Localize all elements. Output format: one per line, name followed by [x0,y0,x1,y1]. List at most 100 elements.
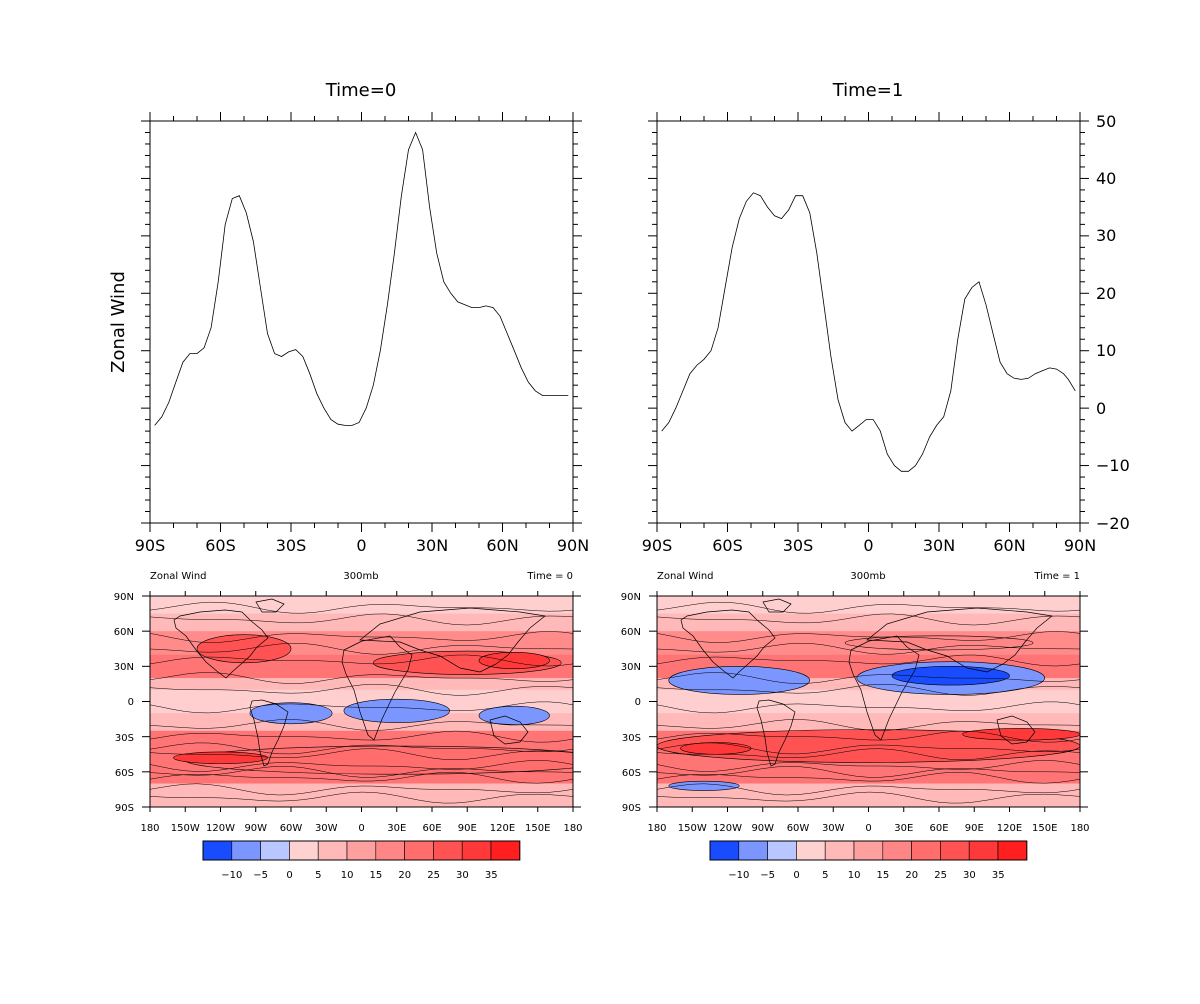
y-tick-label: −20 [1096,514,1130,533]
colorbar-labels-1: −10 −5 0 5 10 15 20 25 30 35 [728,870,1004,881]
colorbar-label: 20 [398,870,411,881]
contour-region [844,635,1034,651]
map-y-tick-label: 0 [635,697,641,708]
colorbar-swatch [433,840,463,861]
map-time-label-1: Time = 1 [1033,571,1080,582]
colorbar-swatch [853,840,884,861]
colorbar-swatch [202,840,233,861]
contour-band [657,689,1080,714]
contour-line [150,783,573,796]
contour-region [196,634,292,664]
plot-frame-1 [656,120,1081,524]
coastlines-0 [173,598,546,767]
colorbar-label: −10 [221,870,242,881]
map-x-tick-label: 180 [140,823,159,834]
map-x-tick-label: 30E [894,823,913,834]
colorbar-swatch [346,840,377,861]
y-tick-label: 30 [1096,226,1116,245]
y-axis-label: Zonal Wind [108,271,129,373]
map-x-tick-label: 150E [1032,823,1057,834]
x-tick-label: 60S [712,536,743,555]
colorbar-swatch [940,840,970,861]
map-y-tick-label: 90N [114,592,134,603]
colorbar-swatch [767,840,797,861]
contour-line [657,654,1080,667]
map-x-tick-label: 0 [358,823,364,834]
map-x-tick-label: 60W [280,823,303,834]
contour-fill-1 [657,596,1080,807]
contour-line [150,791,573,804]
colorbar-label: −5 [253,870,268,881]
colorbar-swatch [968,840,999,861]
map-x-tick-label: 120W [206,823,235,834]
map-y-tick-label: 90S [622,803,641,814]
colorbar-swatch [709,840,740,861]
x-tick-label: 30N [416,536,448,555]
map-ticks-0 [142,591,581,812]
line-title-0: Time=0 [325,80,397,101]
contour-line [657,601,1080,614]
ticks-0 [141,112,582,532]
x-tick-label: 90N [1064,536,1096,555]
line-chart-time-0: Time=0 Zonal Wind 90S 60S 30S 0 30N 60N … [108,80,589,555]
colorbar-label: 20 [905,870,918,881]
x-tick-labels-0: 90S 60S 30S 0 30N 60N 90N [135,536,589,555]
contour-line [657,672,1080,684]
map-y-tick-label: 30S [115,733,134,744]
contour-line [150,766,573,778]
y-tick-label: 50 [1096,112,1116,131]
x-tick-label: 0 [863,536,873,555]
colorbar-swatch [231,840,261,861]
line-chart-time-1: Time=1 90S 60S 30S 0 30N 60N 90N 50 40 3… [642,80,1130,555]
colorbar-label: 5 [822,870,828,881]
contour-line [150,730,573,743]
map-y-tick-label: 60S [115,768,134,779]
colorbar-swatch [796,840,826,861]
contour-line [657,791,1080,804]
map-y-tick-label: 90N [621,592,641,603]
colorbar-0 [202,840,521,861]
map-x-tick-label: 150W [171,823,200,834]
colorbar-label: 35 [485,870,498,881]
colorbar-label: 25 [934,870,947,881]
y-tick-labels-right: 50 40 30 20 10 0 −10 −20 [1096,112,1130,533]
colorbar-label: 10 [848,870,861,881]
colorbar-label: 35 [992,870,1005,881]
contour-region [249,702,333,725]
map-y-tick-label: 0 [128,697,134,708]
contour-line [657,701,1080,714]
colorbar-label: 0 [793,870,799,881]
map-x-tick-label: 180 [647,823,666,834]
map-y-tick-label: 30S [622,733,641,744]
map-subtitle-0: 300mb [343,571,378,582]
map-subtitle-1: 300mb [850,571,885,582]
colorbar-labels-0: −10 −5 0 5 10 15 20 25 30 35 [221,870,497,881]
x-tick-label: 30N [923,536,955,555]
map-x-tick-label: 180 [563,823,582,834]
contour-region [478,705,550,726]
colorbar-label: 30 [456,870,469,881]
map-x-tick-label: 30W [315,823,338,834]
map-y-tick-labels-1: 90N 60N 30N 0 30S 60S 90S [621,592,641,814]
colorbar-swatch [289,840,319,861]
colorbar-swatch [317,840,348,861]
contour-line [150,683,573,696]
x-tick-label: 90S [642,536,673,555]
colorbar-label: −10 [728,870,749,881]
y-tick-label: 0 [1096,399,1106,418]
map-y-tick-label: 60S [622,768,641,779]
map-x-tick-label: 90E [965,823,984,834]
map-y-tick-label: 60N [114,627,134,638]
map-x-tick-label: 120E [997,823,1022,834]
map-time-label-0: Time = 0 [526,571,573,582]
colorbar-frame [202,840,521,861]
contour-region [891,666,1010,686]
colorbar-label: 5 [315,870,321,881]
map-x-tick-labels-0: 180 150W 120W 90W 60W 30W 0 30E 60E 90E … [140,823,582,834]
colorbar-label: 15 [877,870,890,881]
contour-line [657,771,1080,784]
x-tick-label: 30S [783,536,814,555]
map-y-tick-label: 30N [621,662,641,673]
